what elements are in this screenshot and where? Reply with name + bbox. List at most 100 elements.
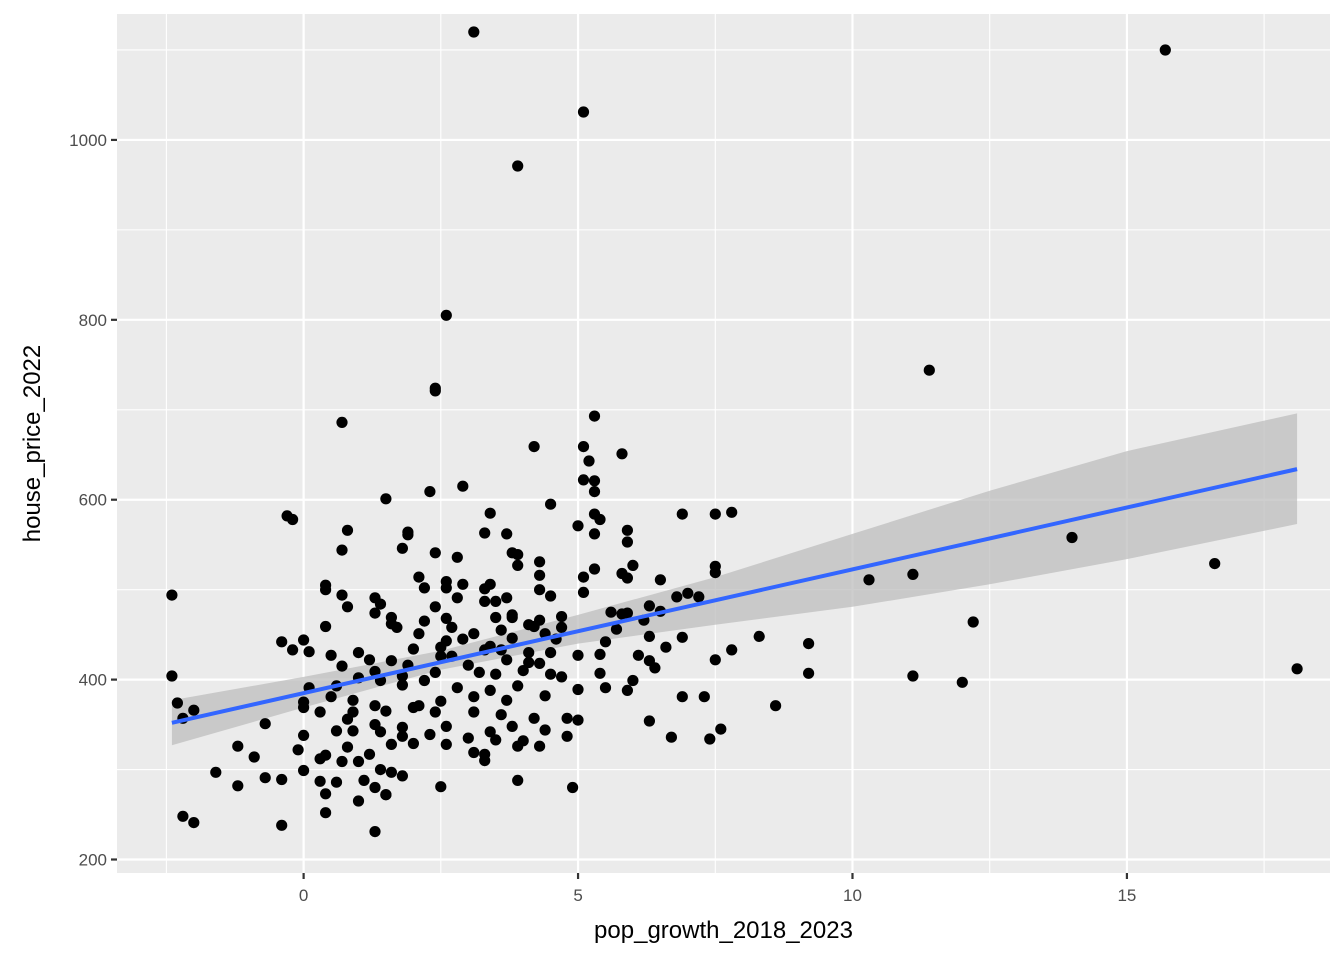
data-point-256 — [276, 819, 288, 831]
data-point-83 — [369, 607, 381, 619]
data-point-1 — [1159, 44, 1171, 56]
data-point-181 — [698, 691, 710, 703]
data-point-70 — [490, 595, 502, 608]
data-point-35 — [572, 520, 584, 532]
y-tick-label-0: 200 — [79, 851, 107, 870]
data-point-40 — [429, 547, 441, 559]
major-gridlines — [117, 14, 1330, 873]
data-point-239 — [210, 766, 222, 778]
data-point-66 — [693, 591, 705, 603]
data-point-260 — [166, 670, 178, 682]
x-tick-label-2: 10 — [843, 886, 862, 905]
data-point-27 — [709, 508, 721, 520]
y-axis-ticks: 200 400 600 800 1000 — [69, 131, 117, 870]
data-point-102 — [616, 608, 628, 620]
data-point-223 — [385, 738, 397, 751]
data-point-237 — [468, 746, 480, 759]
data-point-63 — [534, 569, 546, 581]
data-point-204 — [259, 718, 271, 730]
data-point-240 — [259, 772, 271, 784]
data-point-254 — [177, 810, 189, 822]
x-tick-label-1: 5 — [573, 886, 582, 905]
data-point-86 — [490, 611, 502, 624]
data-point-219 — [292, 744, 304, 756]
data-point-49 — [709, 567, 721, 579]
data-point-98 — [495, 624, 507, 636]
data-point-128 — [523, 647, 535, 659]
data-point-99 — [528, 620, 540, 633]
data-point-266 — [1066, 531, 1078, 544]
data-point-241 — [276, 773, 288, 786]
data-point-22 — [287, 513, 299, 526]
data-point-15 — [577, 474, 590, 486]
data-point-150 — [473, 666, 485, 679]
data-point-183 — [956, 676, 968, 688]
data-point-132 — [660, 641, 672, 653]
data-point-23 — [484, 507, 496, 519]
data-point-144 — [649, 662, 661, 674]
data-point-71 — [501, 592, 513, 604]
data-point-225 — [440, 738, 452, 751]
data-point-193 — [561, 712, 573, 724]
data-point-227 — [512, 740, 524, 752]
data-point-4 — [440, 309, 452, 321]
data-point-65 — [577, 586, 590, 599]
plot-panel — [117, 14, 1330, 873]
data-point-212 — [490, 734, 502, 746]
data-point-131 — [632, 649, 645, 661]
data-point-255 — [188, 817, 200, 829]
data-point-168 — [621, 684, 634, 697]
data-point-138 — [462, 659, 474, 671]
data-point-179 — [572, 683, 584, 696]
x-tick-label-3: 15 — [1117, 886, 1136, 905]
data-point-149 — [429, 666, 441, 679]
data-point-182 — [803, 667, 815, 679]
data-point-229 — [248, 751, 260, 763]
data-point-105 — [276, 636, 288, 648]
data-point-17 — [424, 486, 436, 498]
data-point-209 — [396, 730, 408, 742]
data-point-264 — [863, 574, 875, 586]
data-point-30 — [479, 527, 491, 539]
data-point-60 — [440, 582, 452, 594]
data-point-117 — [676, 631, 688, 643]
data-point-47 — [512, 559, 524, 572]
data-point-77 — [429, 601, 441, 613]
data-point-122 — [352, 647, 365, 659]
data-point-247 — [435, 781, 447, 793]
data-point-258 — [369, 826, 381, 838]
data-point-230 — [298, 764, 310, 777]
data-point-215 — [665, 731, 678, 743]
data-point-51 — [413, 571, 425, 583]
data-point-259 — [166, 589, 178, 601]
y-tick-label-2: 600 — [79, 491, 107, 510]
x-axis-ticks: 0 5 10 15 — [299, 873, 1136, 905]
data-point-59 — [418, 582, 430, 594]
data-point-92 — [967, 616, 979, 628]
data-point-134 — [363, 654, 376, 666]
data-point-165 — [512, 680, 524, 692]
data-point-173 — [369, 700, 381, 712]
data-point-189 — [429, 706, 441, 718]
data-point-257 — [320, 807, 332, 819]
data-point-192 — [528, 712, 540, 724]
data-point-140 — [523, 656, 535, 669]
data-point-147 — [369, 665, 381, 678]
data-point-75 — [341, 601, 354, 613]
y-tick-label-3: 800 — [79, 311, 107, 330]
data-point-187 — [380, 705, 392, 717]
data-point-44 — [451, 551, 463, 563]
data-point-56 — [577, 571, 590, 583]
data-point-234 — [374, 764, 387, 776]
data-point-191 — [495, 709, 507, 721]
data-point-153 — [545, 668, 557, 680]
data-point-76 — [374, 598, 387, 610]
data-point-210 — [424, 728, 436, 741]
data-point-194 — [643, 715, 656, 727]
data-point-263 — [188, 704, 200, 716]
data-point-26 — [676, 508, 688, 520]
data-point-211 — [462, 732, 474, 744]
data-point-133 — [726, 644, 738, 656]
data-point-104 — [298, 634, 310, 646]
data-point-42 — [512, 549, 524, 561]
